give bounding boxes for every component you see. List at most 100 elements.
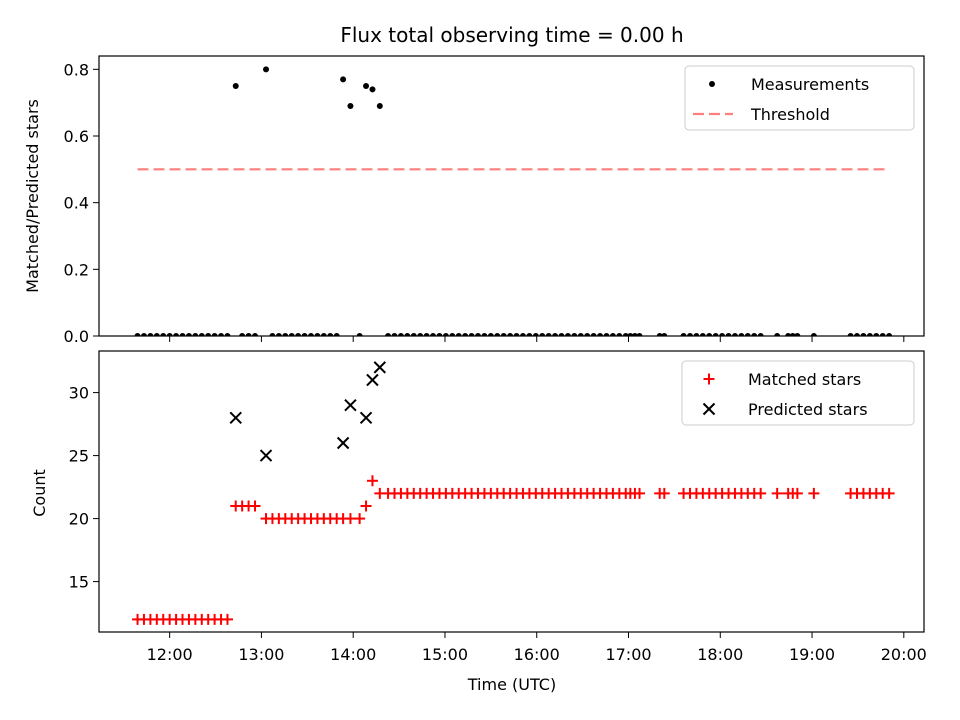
measurement-point	[873, 333, 880, 336]
top-legend-box	[684, 65, 915, 131]
measurement-point	[597, 333, 604, 336]
bottom-x-tick-label: 12:00	[147, 645, 193, 664]
measurement-point	[500, 333, 507, 336]
top-y-tick-label: 0.4	[64, 194, 89, 213]
measurement-point	[686, 333, 693, 336]
matched-star-point	[366, 475, 378, 487]
measurement-point	[590, 333, 597, 336]
measurement-point	[661, 333, 668, 336]
measurement-point	[571, 333, 578, 336]
bottom-y-tick-label: 25	[69, 447, 89, 466]
measurement-point	[140, 333, 147, 336]
matched-star-point	[791, 487, 803, 499]
matched-star-point	[344, 513, 356, 525]
measurement-point	[564, 333, 571, 336]
matched-star-point	[249, 500, 261, 512]
bottom-legend-box	[681, 360, 915, 426]
measurement-point	[879, 333, 886, 336]
measurement-point	[712, 333, 719, 336]
measurement-point	[603, 333, 610, 336]
measurement-point	[475, 333, 482, 336]
measurement-point	[532, 333, 539, 336]
measurement-point	[751, 333, 758, 336]
measurement-point	[166, 333, 173, 336]
measurement-point	[179, 333, 186, 336]
measurement-point	[340, 76, 347, 83]
measurement-point	[198, 333, 205, 336]
measurement-point	[314, 333, 321, 336]
measurement-point	[134, 333, 141, 336]
measurement-point	[192, 333, 199, 336]
bottom-axes-frame	[98, 350, 925, 633]
measurement-point	[519, 333, 526, 336]
bottom-x-tick-label: 19:00	[789, 645, 835, 664]
measurement-point	[622, 333, 629, 336]
measurement-point	[282, 333, 289, 336]
measurement-point	[333, 333, 340, 336]
measurement-point	[410, 333, 417, 336]
measurement-point	[430, 333, 437, 336]
measurement-point	[423, 333, 430, 336]
measurement-point	[693, 333, 700, 336]
predicted-star-point	[373, 361, 387, 374]
measurement-point	[307, 333, 314, 336]
measurement-point	[320, 333, 327, 336]
bottom-y-tick-label: 30	[69, 384, 89, 403]
bottom-y-tick-label: 15	[69, 573, 89, 592]
measurement-point	[757, 333, 764, 336]
matched-star-point	[360, 500, 372, 512]
measurement-point	[239, 333, 246, 336]
measurement-point	[205, 333, 212, 336]
measurement-point	[810, 333, 817, 336]
bottom-x-tick-label: 18:00	[697, 645, 743, 664]
measurement-point	[369, 86, 376, 93]
measurement-point	[866, 333, 873, 336]
measurement-point	[301, 333, 308, 336]
matched-star-point	[634, 487, 646, 499]
measurement-point	[436, 333, 443, 336]
measurement-point	[288, 333, 295, 336]
measurement-point	[462, 333, 469, 336]
measurement-point	[173, 333, 180, 336]
measurement-point	[147, 333, 154, 336]
measurement-point	[363, 83, 370, 89]
top-series-0	[134, 66, 893, 336]
predicted-star-point	[336, 436, 350, 450]
bottom-x-tick-label: 17:00	[605, 645, 651, 664]
measurement-point	[545, 333, 552, 336]
bottom-x-tick-label: 15:00	[422, 645, 468, 664]
measurement-point	[224, 333, 231, 336]
measurement-point	[153, 333, 160, 336]
top-legend: Measurements Threshold	[684, 65, 915, 131]
measurement-point	[854, 333, 861, 336]
matched-star-point	[808, 487, 820, 499]
chart-title: Flux total observing time = 0.00 h	[340, 23, 683, 47]
measurement-point	[449, 333, 456, 336]
measurement-point	[539, 333, 546, 336]
bottom-legend-label: Matched stars	[748, 370, 861, 389]
measurement-point	[295, 333, 302, 336]
measurement-point	[442, 333, 449, 336]
predicted-star-point	[366, 373, 379, 387]
measurement-point	[789, 333, 796, 336]
measurement-point	[584, 333, 591, 336]
legend-plus-icon	[703, 373, 715, 385]
measurement-point	[160, 333, 167, 336]
bottom-x-tick-label: 13:00	[238, 645, 284, 664]
measurement-point	[725, 333, 732, 336]
measurement-point	[886, 333, 893, 336]
measurement-point	[699, 333, 706, 336]
matched-star-point	[658, 487, 670, 499]
measurement-point	[609, 333, 616, 336]
measurement-point	[636, 333, 643, 336]
top-axes-frame	[98, 55, 925, 337]
measurement-point	[731, 333, 738, 336]
bottom-x-tick-label: 14:00	[330, 645, 376, 664]
measurement-point	[706, 333, 713, 336]
measurement-point	[738, 333, 745, 336]
measurement-point	[385, 333, 392, 336]
bottom-x-tick-label: 20:00	[881, 645, 927, 664]
measurement-point	[785, 333, 792, 336]
measurement-point	[631, 333, 638, 336]
